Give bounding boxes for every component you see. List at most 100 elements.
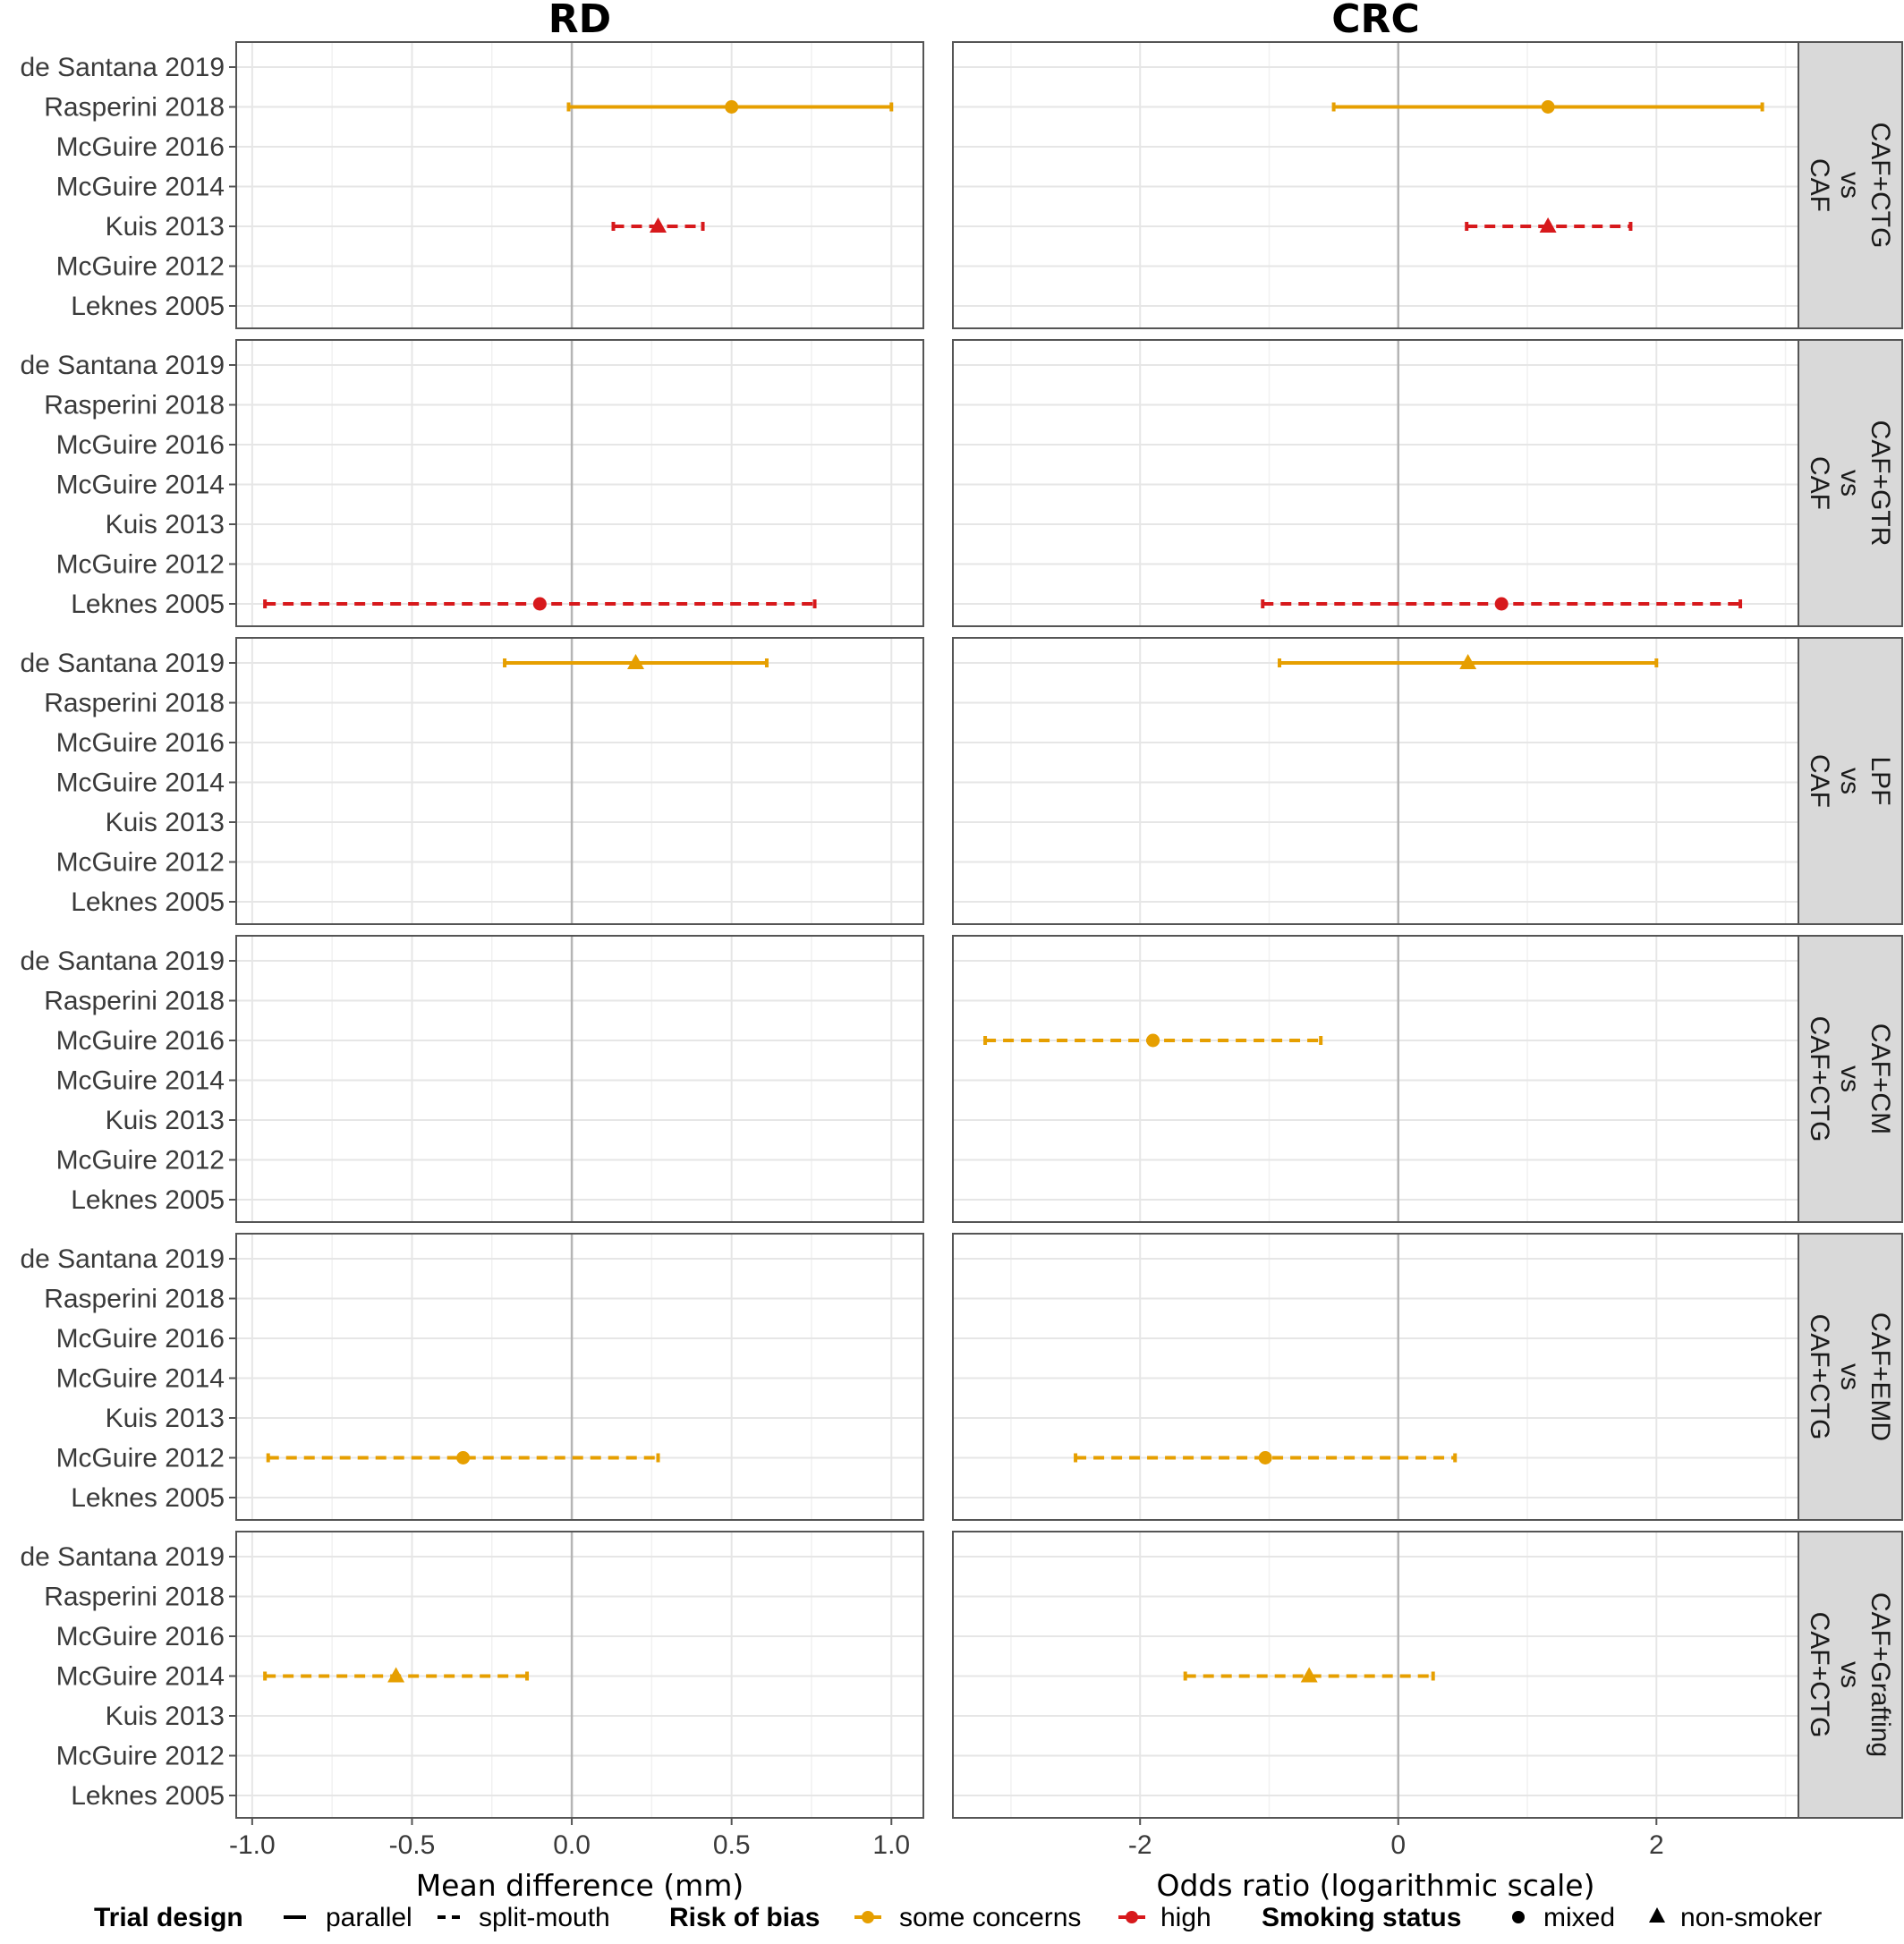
panel-bg (236, 936, 923, 1222)
facet-strip-label: CAFvsLPF (1805, 754, 1895, 808)
x-axis-title: Odds ratio (logarithmic scale) (1157, 1868, 1595, 1903)
panel-bg (953, 638, 1798, 924)
facet-strip-label: CAF+CTGvsCAF+EMD (1805, 1312, 1895, 1441)
point-estimate (1541, 100, 1555, 114)
estimate-mcguire-2012 (266, 1451, 660, 1464)
study-label: Rasperini 2018 (44, 1285, 225, 1314)
study-label: McGuire 2012 (56, 1444, 225, 1473)
study-label: McGuire 2012 (56, 1742, 225, 1771)
panel-bg (953, 42, 1798, 328)
estimate-mcguire-2014 (1183, 1667, 1435, 1683)
panel-border (235, 637, 924, 925)
panel-border (235, 41, 924, 329)
x-tick-label: 0 (1390, 1830, 1406, 1860)
panel-row-4: de Santana 2019 Rasperini 2018 McGuire 201… (20, 935, 1903, 1223)
facet-strip-line: CAF+CTG (1805, 1612, 1834, 1738)
study-label: McGuire 2016 (56, 728, 225, 758)
study-label: Leknes 2005 (71, 1185, 225, 1215)
study-label: McGuire 2016 (56, 132, 225, 162)
facet-strip (1798, 1531, 1903, 1819)
facet-strip-line: CAF+CM (1866, 1023, 1895, 1134)
facet-strip-line: vs (1835, 470, 1865, 497)
study-label: Leknes 2005 (71, 1483, 225, 1513)
study-label: McGuire 2016 (56, 1026, 225, 1056)
estimate-mcguire-2016 (983, 1033, 1323, 1048)
column-title-crc: CRC (1331, 0, 1419, 42)
panel-row-6: de Santana 2019 Rasperini 2018 McGuire 201… (20, 1531, 1903, 1819)
study-label: Kuis 2013 (106, 1106, 225, 1135)
point-estimate (725, 100, 739, 114)
column-title-rd: RD (548, 0, 611, 42)
facet-strip-label: CAFvsCAF+CTG (1805, 123, 1895, 249)
panel-border (235, 339, 924, 627)
point-estimate (1539, 217, 1557, 233)
point-estimate (532, 597, 547, 611)
panel-bg (236, 340, 923, 626)
study-label: Leknes 2005 (71, 887, 225, 917)
panel-bg (953, 1234, 1798, 1520)
legend-title: Risk of bias (669, 1903, 820, 1932)
point-estimate (456, 1451, 471, 1464)
facet-strip-label: CAF+CTGvsCAF+Grafting (1805, 1592, 1895, 1757)
facet-strip-line: vs (1835, 172, 1865, 199)
panel-row-2: de Santana 2019 Rasperini 2018 McGuire 201… (20, 339, 1903, 627)
facet-strip-line: CAF+Grafting (1866, 1592, 1895, 1757)
facet-strip (1798, 935, 1903, 1223)
legend-label: mixed (1543, 1903, 1615, 1932)
facet-strip (1798, 41, 1903, 329)
study-label: de Santana 2019 (20, 351, 225, 380)
estimate-de-santana-2019 (503, 654, 769, 669)
legend-title: Smoking status (1262, 1903, 1461, 1932)
study-label: McGuire 2016 (56, 1324, 225, 1354)
study-label: de Santana 2019 (20, 947, 225, 976)
study-label: McGuire 2014 (56, 1066, 225, 1096)
x-tick-label: 1.0 (872, 1830, 910, 1860)
study-label: Rasperini 2018 (44, 391, 225, 420)
facet-strip (1798, 637, 1903, 925)
legend-key-mixed (1512, 1911, 1525, 1923)
legend: Trial design parallel split-mouth Risk of b… (94, 1903, 1822, 1932)
point-estimate (387, 1667, 405, 1683)
estimate-mcguire-2012 (1074, 1451, 1458, 1464)
panel-bg (953, 1532, 1798, 1818)
study-label: McGuire 2014 (56, 1662, 225, 1692)
estimate-kuis-2013 (1465, 217, 1633, 233)
study-label: McGuire 2016 (56, 1622, 225, 1651)
estimate-de-santana-2019 (1278, 654, 1659, 669)
point-estimate (650, 217, 667, 233)
study-label: Leknes 2005 (71, 590, 225, 619)
panel-border (235, 935, 924, 1223)
study-label: McGuire 2012 (56, 252, 225, 282)
study-label: Leknes 2005 (71, 1781, 225, 1811)
point-estimate (1459, 654, 1477, 669)
panel-row-5: de Santana 2019 Rasperini 2018 McGuire 201… (20, 1233, 1903, 1521)
panel-row-3: de Santana 2019 Rasperini 2018 McGuire 201… (20, 637, 1903, 925)
x-tick-label: -1.0 (229, 1830, 276, 1860)
estimate-mcguire-2014 (263, 1667, 530, 1683)
panel-bg (236, 42, 923, 328)
study-label: Rasperini 2018 (44, 93, 225, 123)
study-label: McGuire 2012 (56, 848, 225, 878)
panel-bg (953, 936, 1798, 1222)
facet-strip-line: CAF+CTG (1805, 1016, 1834, 1142)
legend-key-some-concerns-dot (862, 1911, 874, 1923)
facet-strip (1798, 339, 1903, 627)
facet-strip-label: CAFvsCAF+GTR (1805, 420, 1895, 547)
facet-strip-line: LPF (1866, 756, 1895, 805)
study-label: Kuis 2013 (106, 1702, 225, 1731)
facet-strip-line: vs (1835, 1065, 1865, 1092)
facet-strip-line: CAF+CTG (1805, 1314, 1834, 1440)
legend-key-non-smoker (1649, 1907, 1665, 1923)
x-tick-label: 0.0 (553, 1830, 591, 1860)
facet-strip-line: CAF+CTG (1866, 123, 1895, 249)
panel-bg (236, 1234, 923, 1520)
legend-label: split-mouth (479, 1903, 610, 1932)
point-estimate (627, 654, 645, 669)
study-label: de Santana 2019 (20, 1244, 225, 1274)
facet-strip-line: vs (1835, 1661, 1865, 1688)
point-estimate (1146, 1033, 1160, 1048)
estimate-kuis-2013 (611, 217, 705, 233)
facet-strip-label: CAF+CTGvsCAF+CM (1805, 1016, 1895, 1142)
facet-strip (1798, 1233, 1903, 1521)
